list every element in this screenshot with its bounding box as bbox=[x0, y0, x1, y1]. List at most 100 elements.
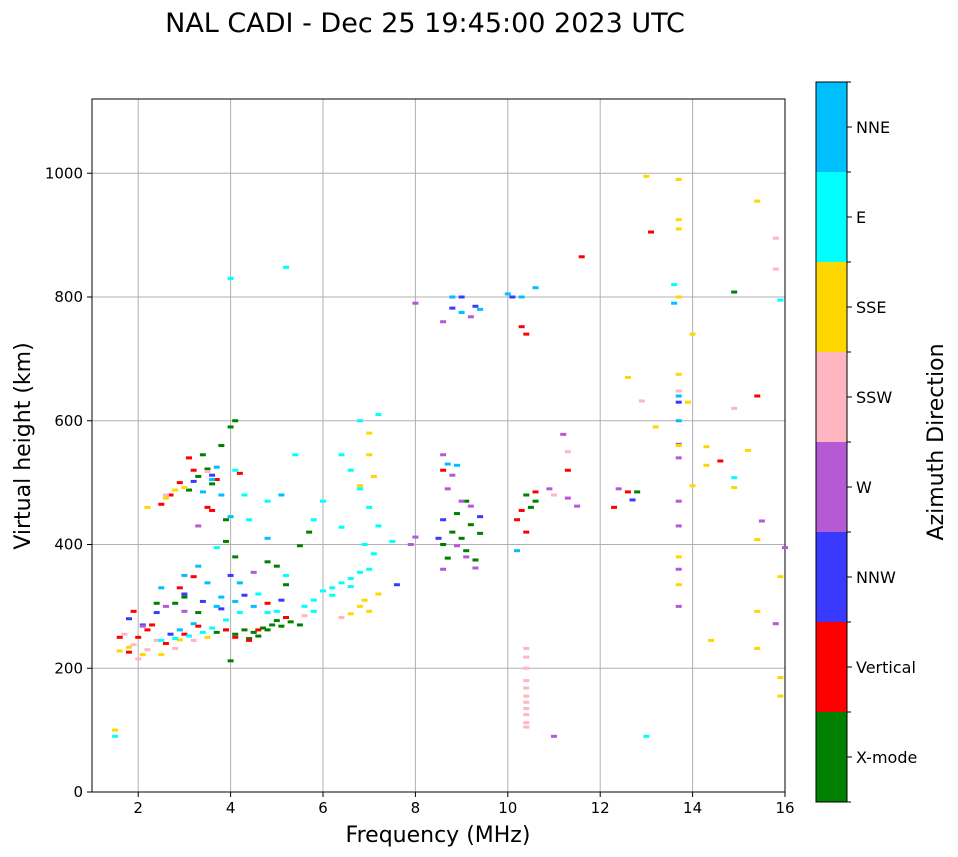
data-point bbox=[361, 543, 368, 546]
data-point bbox=[564, 450, 571, 454]
series-x-mode bbox=[153, 290, 738, 663]
data-point bbox=[172, 601, 179, 605]
data-point bbox=[158, 638, 165, 642]
data-point bbox=[449, 530, 456, 534]
data-point bbox=[153, 611, 160, 615]
data-point bbox=[218, 444, 225, 447]
data-point bbox=[564, 496, 571, 500]
data-point bbox=[472, 566, 479, 570]
data-point bbox=[236, 581, 243, 585]
data-point bbox=[195, 474, 202, 478]
data-point bbox=[195, 524, 202, 528]
data-point bbox=[241, 593, 248, 597]
data-point bbox=[222, 628, 229, 632]
colorbar: X-mode Vertical NNW W SSW SSE E NNE bbox=[815, 81, 917, 803]
data-point bbox=[523, 725, 530, 729]
data-point bbox=[407, 543, 414, 546]
data-point bbox=[458, 536, 465, 540]
data-point bbox=[772, 236, 779, 240]
data-point bbox=[356, 487, 363, 491]
data-point bbox=[338, 525, 345, 529]
data-point bbox=[144, 505, 151, 509]
data-point bbox=[283, 583, 290, 587]
data-point bbox=[366, 609, 373, 613]
data-point bbox=[135, 635, 142, 639]
y-axis-label: Virtual height (km) bbox=[11, 342, 36, 549]
data-point bbox=[375, 413, 382, 417]
data-point bbox=[643, 734, 650, 738]
data-point bbox=[675, 524, 682, 528]
data-point bbox=[222, 618, 229, 622]
data-point bbox=[199, 453, 206, 457]
data-point bbox=[264, 560, 271, 564]
data-point bbox=[675, 389, 682, 393]
data-point bbox=[523, 679, 530, 683]
data-point bbox=[523, 332, 530, 336]
data-point bbox=[190, 479, 197, 483]
data-point bbox=[186, 488, 193, 492]
data-point bbox=[259, 626, 266, 630]
data-point bbox=[139, 624, 146, 628]
data-point bbox=[232, 555, 239, 559]
colorbar-label-item: Vertical bbox=[856, 658, 916, 677]
data-point bbox=[366, 431, 373, 435]
y-tick-label: 800 bbox=[54, 288, 83, 306]
data-point bbox=[135, 657, 142, 661]
data-point bbox=[162, 496, 169, 500]
data-point bbox=[453, 512, 460, 516]
data-point bbox=[149, 623, 156, 627]
data-point bbox=[366, 567, 373, 571]
data-point bbox=[218, 607, 225, 611]
data-point bbox=[222, 518, 229, 522]
data-point bbox=[329, 586, 336, 590]
data-point bbox=[209, 508, 216, 512]
data-point bbox=[347, 612, 354, 616]
data-point bbox=[227, 573, 234, 577]
data-point bbox=[370, 474, 377, 478]
data-point bbox=[684, 400, 691, 404]
data-point bbox=[190, 622, 197, 626]
data-point bbox=[301, 614, 308, 618]
data-point bbox=[532, 499, 539, 503]
data-point bbox=[356, 604, 363, 608]
data-point bbox=[477, 531, 484, 535]
data-point bbox=[232, 468, 239, 472]
data-point bbox=[453, 544, 460, 548]
data-point bbox=[278, 493, 285, 497]
x-tick-label: 2 bbox=[133, 799, 143, 817]
series-vertical bbox=[116, 230, 761, 654]
data-point bbox=[518, 325, 525, 329]
data-point bbox=[717, 459, 724, 463]
data-point bbox=[356, 570, 363, 574]
data-point bbox=[209, 478, 216, 482]
data-point bbox=[523, 694, 530, 698]
data-point bbox=[320, 589, 326, 593]
data-point bbox=[255, 628, 262, 632]
data-point bbox=[412, 535, 419, 539]
data-point bbox=[624, 375, 631, 379]
data-point bbox=[236, 611, 243, 615]
data-point bbox=[264, 611, 271, 615]
data-point bbox=[338, 453, 345, 457]
series-nnw bbox=[125, 295, 682, 636]
data-point bbox=[162, 642, 169, 645]
colorbar-label-item: NNE bbox=[856, 118, 890, 137]
data-point bbox=[514, 549, 521, 553]
colorbar-frame bbox=[815, 81, 848, 803]
y-tick-label: 400 bbox=[54, 536, 83, 554]
data-point bbox=[213, 604, 220, 608]
data-point bbox=[361, 598, 368, 602]
data-point bbox=[190, 468, 197, 472]
data-point bbox=[204, 581, 211, 585]
colorbar-segment bbox=[816, 442, 847, 532]
data-point bbox=[246, 637, 253, 641]
data-point bbox=[204, 467, 211, 471]
data-point bbox=[250, 630, 257, 634]
data-point bbox=[204, 469, 211, 473]
data-point bbox=[777, 575, 784, 579]
data-point bbox=[629, 498, 636, 502]
data-point bbox=[269, 623, 276, 627]
chart-title: NAL CADI - Dec 25 19:45:00 2023 UTC bbox=[165, 8, 685, 39]
data-point bbox=[523, 666, 530, 670]
data-point bbox=[181, 632, 188, 636]
